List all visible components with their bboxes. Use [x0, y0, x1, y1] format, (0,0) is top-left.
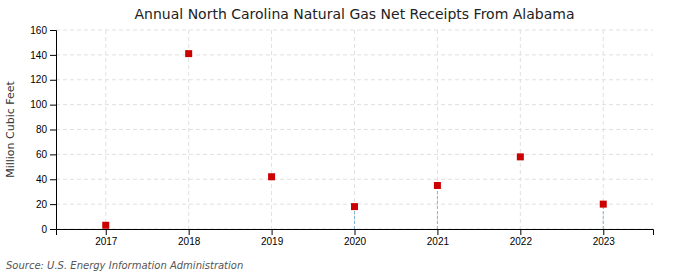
x-tick: 2023 [593, 229, 616, 247]
x-tick-mark [437, 229, 438, 235]
y-tick-mark [50, 55, 56, 56]
chart: 2017 2018 2019 2020 2021 2022 2023 0 20 40 60 80 100… [0, 0, 675, 275]
title: Annual North Carolina Natural Gas Net Re… [135, 6, 575, 22]
point [600, 201, 607, 208]
grid-line [520, 30, 521, 229]
plot: 2017 2018 2019 2020 2021 2022 2023 0 20 40 60 80 100… [30, 25, 653, 247]
x-tick-mark [520, 229, 521, 235]
grid-line [271, 30, 272, 229]
y-tick-label: 140 [30, 50, 47, 61]
point [185, 50, 192, 57]
x-tick: 2018 [178, 229, 201, 247]
y-tick-mark [50, 204, 56, 205]
x-tick: 2020 [344, 229, 367, 247]
x-tick-label: 2019 [261, 236, 284, 247]
y-tick: 60 [36, 149, 56, 160]
grid-line [437, 30, 438, 229]
y-tick-label: 80 [36, 124, 48, 135]
x-tick-mark [272, 229, 273, 235]
drop-line [437, 185, 438, 229]
y-tick-mark [50, 30, 56, 31]
grid-line [105, 30, 106, 229]
x-tick-label: 2020 [344, 236, 367, 247]
x-tick-mark [106, 229, 107, 235]
y-tick-mark [50, 105, 56, 106]
x-tick: 2019 [261, 229, 284, 247]
y-tick-label: 160 [30, 25, 47, 36]
y-axis-line [50, 31, 57, 230]
grid-line [354, 30, 355, 229]
grid-line [56, 154, 653, 155]
point [434, 182, 441, 189]
x-tick-label: 2018 [178, 236, 201, 247]
y-tick: 120 [30, 74, 56, 85]
x-axis: 2017 2018 2019 2020 2021 2022 2023 [57, 229, 654, 247]
y-tick-label: 120 [30, 74, 47, 85]
grid-line [56, 104, 653, 105]
y-tick-label: 20 [36, 199, 48, 210]
grid-line [188, 30, 189, 229]
x-axis-line [57, 230, 654, 236]
y-tick-label: 60 [36, 149, 48, 160]
source: Source: U.S. Energy Information Administ… [6, 260, 243, 271]
x-tick-mark [189, 229, 190, 235]
y-tick-mark [50, 229, 56, 230]
point [102, 222, 109, 229]
x-tick-mark [355, 229, 356, 235]
y-axis-label: Million Cubic Feet [4, 80, 17, 177]
grid-line [603, 30, 604, 229]
grid [56, 30, 653, 229]
point [517, 153, 524, 160]
y-axis: 0 20 40 60 80 100 120 140 160 [30, 25, 56, 235]
y-tick: 0 [41, 224, 56, 235]
x-tick-label: 2022 [510, 236, 533, 247]
y-tick: 20 [36, 199, 56, 210]
y-tick: 160 [30, 25, 56, 36]
x-tick: 2022 [510, 229, 533, 247]
y-tick-label: 0 [41, 224, 47, 235]
y-tick-mark [50, 130, 56, 131]
y-tick-label: 100 [30, 99, 47, 110]
point [268, 173, 275, 180]
point [351, 203, 358, 210]
marks [102, 50, 607, 229]
x-tick-label: 2021 [427, 236, 450, 247]
x-tick-label: 2023 [593, 236, 616, 247]
y-tick: 40 [36, 174, 56, 185]
y-tick: 80 [36, 124, 56, 135]
y-tick-mark [50, 179, 56, 180]
y-tick-mark [50, 154, 56, 155]
y-tick-label: 40 [36, 174, 48, 185]
x-tick: 2021 [427, 229, 450, 247]
x-tick: 2017 [95, 229, 118, 247]
y-tick: 100 [30, 99, 56, 110]
x-tick-label: 2017 [95, 236, 118, 247]
x-tick-mark [603, 229, 604, 235]
drop-line [603, 204, 604, 229]
y-tick-mark [50, 80, 56, 81]
y-tick: 140 [30, 50, 56, 61]
